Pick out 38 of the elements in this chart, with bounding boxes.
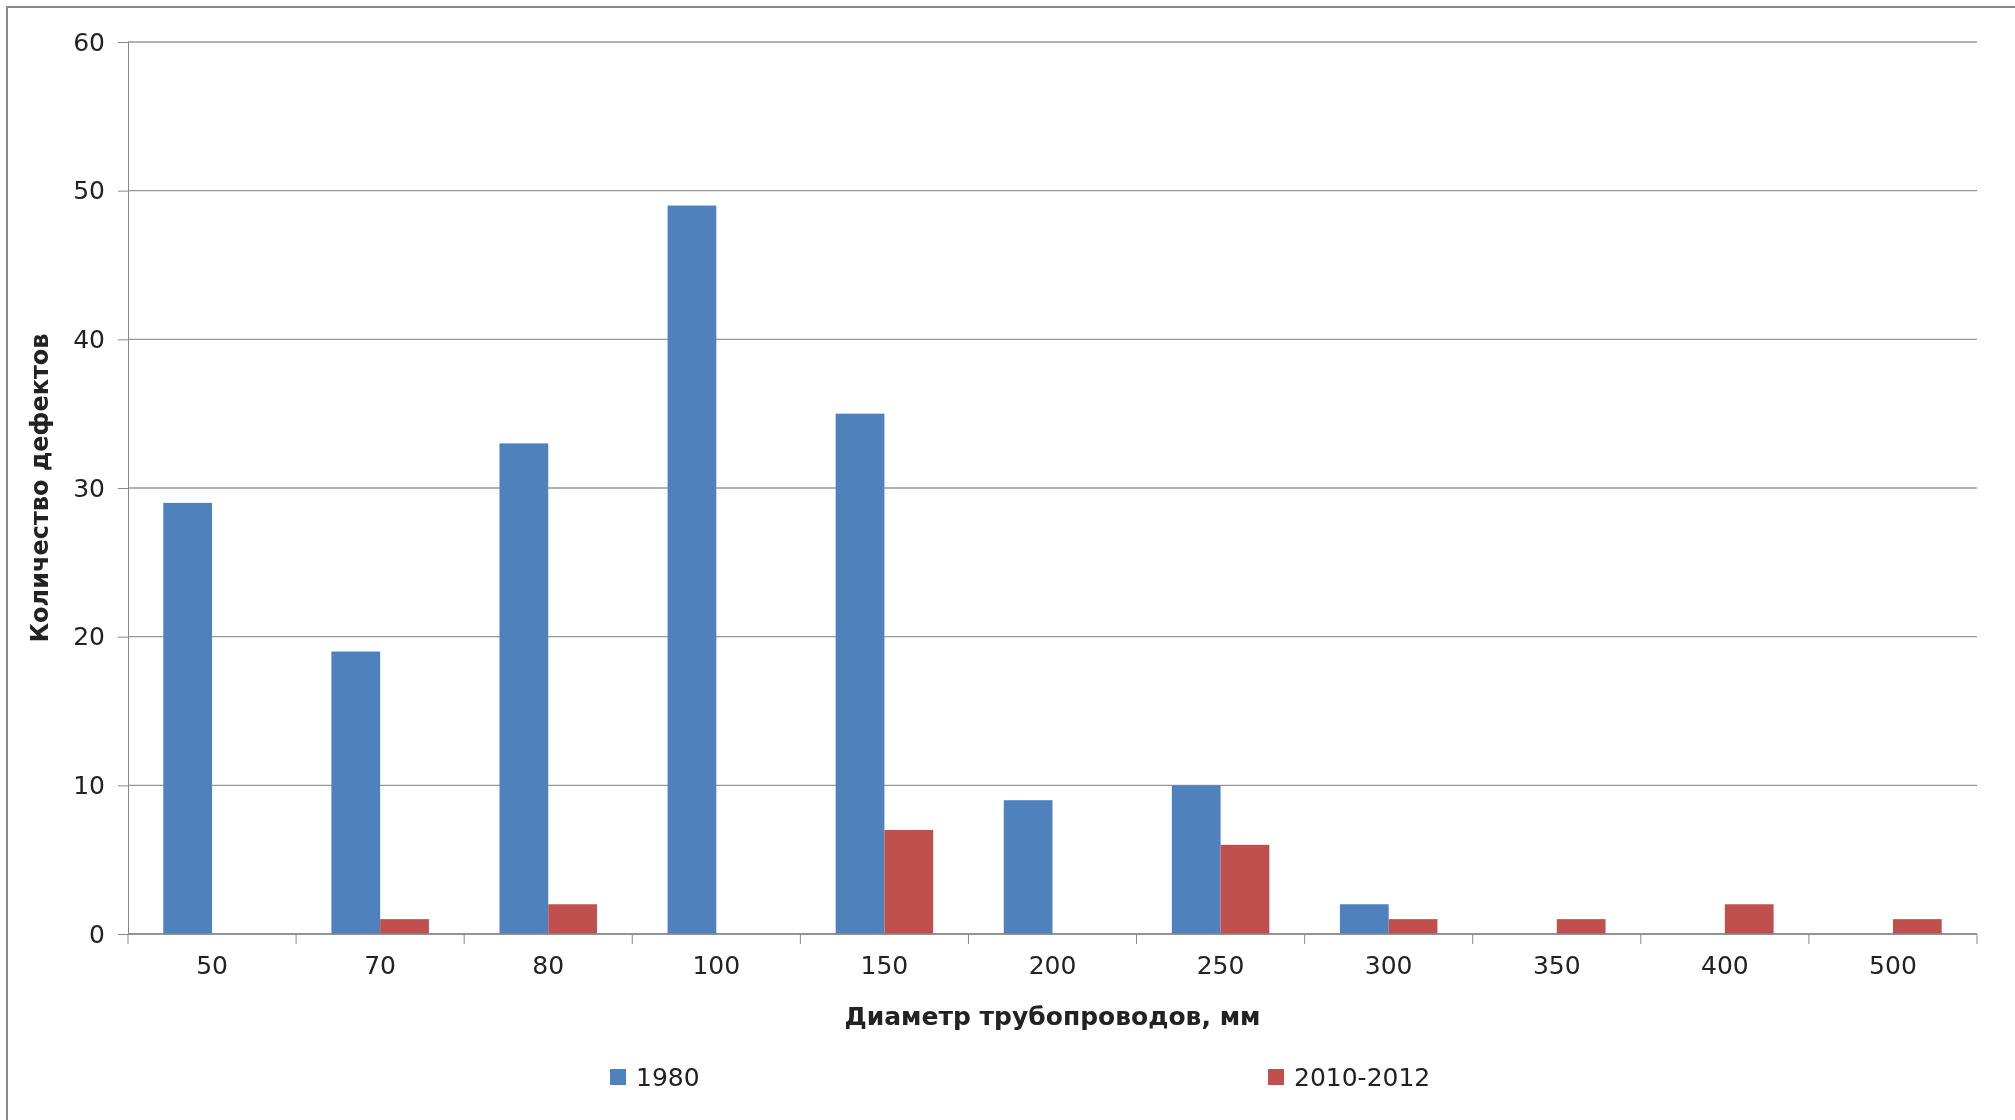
x-tick-label: 500 <box>1869 951 1917 980</box>
x-tick-label: 300 <box>1364 951 1413 980</box>
bar <box>1220 844 1270 934</box>
y-axis-title: Количество дефектов <box>26 333 54 643</box>
bar <box>380 919 429 934</box>
bar <box>1724 904 1774 934</box>
x-tick-label: 100 <box>692 951 741 980</box>
bar <box>331 651 381 934</box>
bar <box>1171 785 1221 934</box>
bar <box>667 205 717 934</box>
x-tick-label: 80 <box>532 951 565 980</box>
legend-label: 1980 <box>636 1063 700 1092</box>
y-tick-label: 10 <box>73 770 105 800</box>
x-axis-title: Диаметр трубопроводов, мм <box>844 1002 1261 1031</box>
y-tick-label: 0 <box>89 919 105 949</box>
bar <box>1388 919 1438 934</box>
legend-label: 2010-2012 <box>1294 1063 1431 1092</box>
bar <box>835 413 885 934</box>
y-tick-label: 20 <box>73 622 105 652</box>
x-tick-label: 50 <box>196 951 228 980</box>
y-tick-label: 30 <box>73 473 105 503</box>
x-tick-label: 150 <box>860 951 909 980</box>
x-tick-label: 400 <box>1701 951 1749 980</box>
x-tick-label: 250 <box>1196 951 1245 980</box>
x-tick-label: 200 <box>1028 951 1077 980</box>
y-tick-label: 40 <box>73 324 105 354</box>
bar <box>499 443 549 934</box>
y-tick-label: 60 <box>73 27 105 57</box>
y-tick-label: 50 <box>73 176 105 206</box>
bar <box>1892 919 1942 934</box>
x-tick-label: 70 <box>364 951 397 980</box>
bar <box>163 502 213 934</box>
bar <box>1003 800 1053 934</box>
x-tick-label: 350 <box>1532 951 1581 980</box>
bar <box>884 829 934 934</box>
bar <box>1339 904 1389 934</box>
bar <box>548 904 597 934</box>
bar <box>1556 919 1606 934</box>
